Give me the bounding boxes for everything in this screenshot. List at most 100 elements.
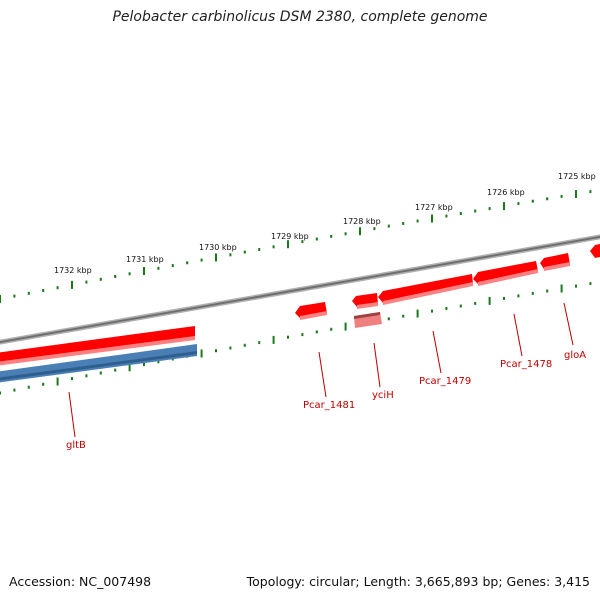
scale-minor-tick bbox=[287, 335, 289, 339]
scale-minor-tick bbox=[330, 327, 333, 331]
scale-minor-tick bbox=[13, 388, 16, 392]
gene-label-gloA[interactable]: gloA bbox=[564, 350, 586, 361]
leader-line-Pcar_1478 bbox=[513, 313, 523, 357]
scale-minor-tick bbox=[114, 368, 117, 372]
scale-minor-tick bbox=[517, 294, 520, 298]
map-title: Pelobacter carbinolicus DSM 2380, comple… bbox=[112, 9, 488, 25]
gene-label-gltB[interactable]: gltB bbox=[66, 440, 86, 451]
scale-minor-tick bbox=[402, 222, 405, 225]
gene-label-Pcar_1481[interactable]: Pcar_1481 bbox=[303, 400, 355, 411]
inner-scale-ring bbox=[0, 282, 592, 395]
scale-major-tick bbox=[431, 214, 433, 223]
scale-minor-tick bbox=[243, 250, 246, 254]
scale-minor-tick bbox=[387, 224, 390, 228]
scale-minor-tick bbox=[546, 197, 549, 201]
scale-minor-tick bbox=[258, 248, 261, 251]
scale-minor-tick bbox=[344, 232, 347, 236]
scale-minor-tick bbox=[589, 190, 592, 194]
accession-text: Accession: NC_007498 bbox=[9, 574, 152, 589]
scale-minor-tick bbox=[531, 199, 534, 203]
scale-minor-tick bbox=[315, 237, 318, 241]
scale-major-tick bbox=[71, 280, 73, 289]
scale-minor-tick bbox=[143, 363, 145, 366]
scale-minor-tick bbox=[71, 377, 73, 381]
scale-minor-tick bbox=[0, 391, 1, 395]
leader-line-Pcar_1479 bbox=[432, 330, 442, 374]
leader-line-Pcar_1481 bbox=[318, 351, 327, 398]
genome-backbone-core bbox=[0, 235, 600, 344]
scale-minor-tick bbox=[42, 289, 45, 292]
scale-minor-tick bbox=[330, 234, 333, 238]
scale-minor-tick bbox=[272, 245, 275, 249]
scale-minor-tick bbox=[85, 374, 88, 378]
scale-minor-tick bbox=[445, 214, 448, 218]
scale-minor-tick bbox=[503, 296, 505, 300]
genome-summary-text: Topology: circular; Length: 3,665,893 bp… bbox=[246, 574, 590, 589]
scale-minor-tick bbox=[459, 212, 462, 215]
scale-minor-tick bbox=[56, 286, 59, 290]
gene-label-Pcar_1479[interactable]: Pcar_1479 bbox=[419, 376, 471, 387]
scale-major-tick bbox=[287, 240, 289, 249]
scale-minor-tick bbox=[186, 261, 189, 265]
cds-feature-gltB[interactable] bbox=[0, 344, 197, 383]
scale-minor-tick bbox=[474, 301, 477, 305]
leader-line-gltB bbox=[68, 391, 76, 438]
scale-minor-tick bbox=[474, 209, 477, 213]
scale-major-tick bbox=[143, 267, 145, 275]
leader-line-yciH bbox=[373, 342, 381, 388]
scale-minor-tick bbox=[229, 253, 232, 257]
scale-minor-tick bbox=[171, 264, 174, 268]
gene-feature-gltB[interactable] bbox=[0, 326, 195, 366]
scale-minor-tick bbox=[373, 227, 376, 231]
scale-minor-tick bbox=[416, 219, 419, 223]
scale-major-tick bbox=[215, 253, 217, 262]
gene-feature-yciH[interactable] bbox=[352, 293, 378, 309]
scale-minor-tick bbox=[27, 291, 30, 295]
scale-major-tick bbox=[560, 284, 563, 293]
scale-minor-tick bbox=[157, 360, 160, 364]
scale-minor-tick bbox=[99, 371, 102, 375]
gene-label-yciH[interactable]: yciH bbox=[372, 390, 394, 401]
scale-minor-tick bbox=[445, 307, 448, 310]
scale-major-tick bbox=[416, 309, 419, 318]
scale-minor-tick bbox=[229, 346, 232, 350]
scale-minor-tick bbox=[243, 343, 246, 347]
gene-feature-Pcar_1478[interactable] bbox=[473, 261, 538, 286]
scale-minor-tick bbox=[114, 275, 117, 278]
scale-minor-tick bbox=[575, 284, 577, 288]
scale-minor-tick bbox=[301, 333, 304, 337]
gene-feature-Pcar_1481[interactable] bbox=[295, 302, 327, 320]
scale-minor-tick bbox=[27, 385, 30, 389]
gene-label-Pcar_1478[interactable]: Pcar_1478 bbox=[500, 359, 552, 370]
scale-minor-tick bbox=[128, 272, 131, 276]
scale-major-tick bbox=[128, 363, 131, 372]
scale-major-tick bbox=[0, 295, 1, 303]
scale-major-tick bbox=[503, 202, 505, 211]
scale-minor-tick bbox=[258, 341, 261, 345]
gene-feature-Pcar_1479[interactable] bbox=[378, 274, 473, 305]
scale-major-tick bbox=[359, 227, 361, 236]
scale-minor-tick bbox=[215, 349, 217, 353]
scale-minor-tick bbox=[387, 317, 390, 321]
leader-line-gloA bbox=[563, 302, 574, 346]
scale-minor-tick bbox=[431, 309, 433, 313]
scale-minor-tick bbox=[157, 266, 160, 270]
gene-feature-next[interactable] bbox=[590, 243, 600, 258]
gene-feature-gloA[interactable] bbox=[540, 253, 570, 271]
scale-label-1728: 1728 kbp bbox=[343, 217, 381, 226]
scale-major-tick bbox=[344, 322, 347, 331]
scale-minor-tick bbox=[589, 282, 592, 286]
rna-feature-yciH[interactable] bbox=[354, 312, 382, 328]
scale-minor-tick bbox=[200, 258, 203, 262]
scale-label-1732: 1732 kbp bbox=[54, 266, 92, 275]
scale-major-tick bbox=[200, 349, 203, 358]
scale-label-1729: 1729 kbp bbox=[271, 232, 309, 241]
scale-minor-tick bbox=[560, 194, 563, 198]
scale-major-tick bbox=[56, 377, 59, 386]
scale-minor-tick bbox=[517, 202, 520, 206]
scale-minor-tick bbox=[42, 382, 45, 386]
scale-major-tick bbox=[272, 335, 275, 344]
scale-label-1730: 1730 kbp bbox=[199, 243, 237, 252]
